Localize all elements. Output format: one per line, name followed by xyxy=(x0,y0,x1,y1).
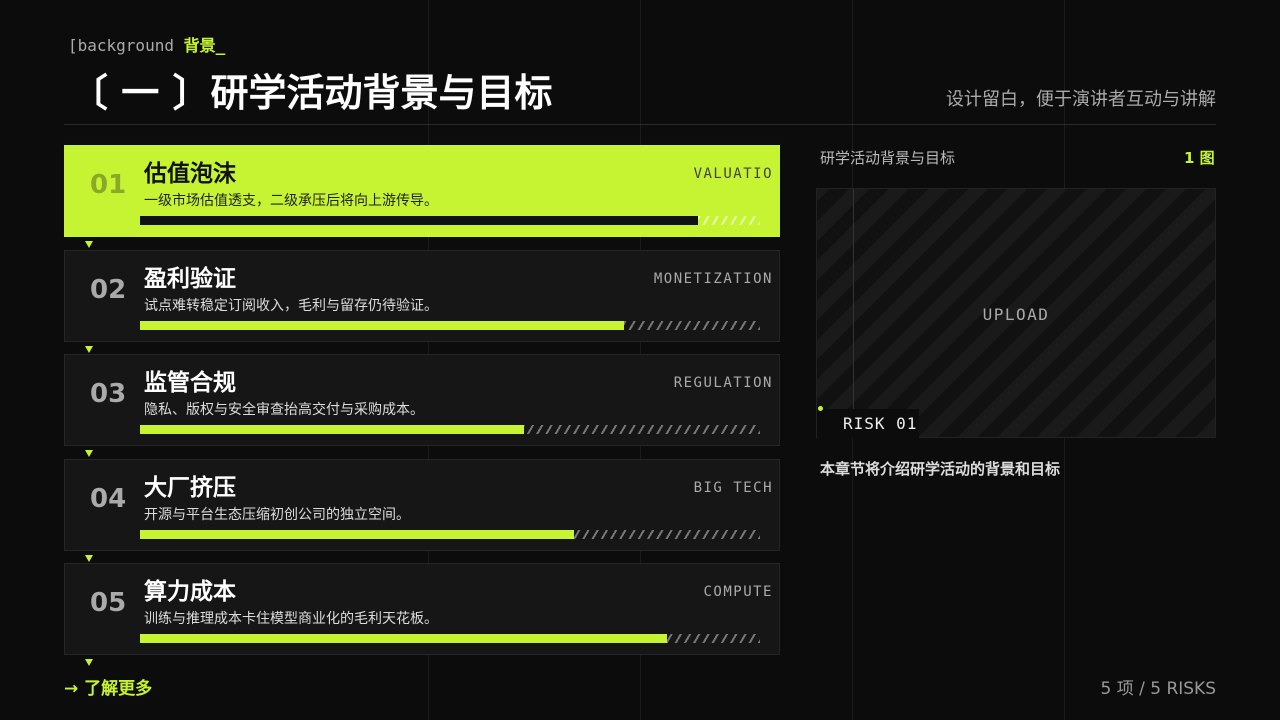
item-title: 算力成本 xyxy=(144,579,236,605)
progress-track xyxy=(140,425,760,434)
item-tag: COMPUTE xyxy=(703,584,773,600)
progress-track xyxy=(140,321,760,330)
more-link[interactable]: → 了解更多 xyxy=(64,679,153,699)
risk-card: 01 估值泡沫一级市场估值透支，二级承压后将向上游传导。 VALUATIO xyxy=(64,145,780,237)
progress-track xyxy=(140,216,760,225)
item-description: 隐私、版权与安全审查抬高交付与采购成本。 xyxy=(144,402,424,418)
progress-bar xyxy=(140,425,525,434)
progress-bar xyxy=(140,216,698,225)
item-description: 一级市场估值透支，二级承压后将向上游传导。 xyxy=(144,193,438,209)
item-tag: BIG TECH xyxy=(693,480,773,496)
item-number: 04 xyxy=(90,484,127,514)
item-title: 大厂挤压 xyxy=(144,475,236,501)
image-placeholder[interactable]: UPLOAD RISK 01 xyxy=(816,188,1216,438)
marker xyxy=(85,659,93,666)
item-tag: MONETIZATION xyxy=(653,271,773,287)
tag-accent: 背景_ xyxy=(183,36,226,55)
summary: 5 项 / 5 RISKS xyxy=(1100,679,1216,699)
risk-card: 04 大厂挤压开源与平台生态压缩初创公司的独立空间。 BIG TECH xyxy=(64,459,780,551)
item-number: 05 xyxy=(90,588,127,618)
progress-track xyxy=(140,634,760,643)
item-tag: REGULATION xyxy=(673,375,773,391)
badge: RISK 01 xyxy=(843,414,918,433)
panel-count: 1 图 xyxy=(1184,149,1215,167)
section-tag: [background 背景_ xyxy=(68,32,225,56)
marker xyxy=(85,346,93,353)
risk-card: 02 盈利验证试点难转稳定订阅收入，毛利与留存仍待验证。 MONETIZATION xyxy=(64,250,780,342)
header-note: 设计留白，便于演讲者互动与讲解 xyxy=(946,89,1216,110)
marker xyxy=(85,450,93,457)
guide-line xyxy=(853,189,854,437)
badge-dot xyxy=(818,406,823,411)
badge-box: RISK 01 xyxy=(817,406,919,438)
risk-card: 03 监管合规隐私、版权与安全审查抬高交付与采购成本。 REGULATION xyxy=(64,354,780,446)
item-title: 估值泡沫 xyxy=(144,161,236,187)
item-tag: VALUATIO xyxy=(693,166,773,182)
upload-label: UPLOAD xyxy=(982,305,1050,324)
marker xyxy=(85,241,93,248)
item-title: 盈利验证 xyxy=(144,266,236,292)
page-title: 〔 一 〕研学活动背景与目标 xyxy=(70,71,553,115)
progress-track xyxy=(140,530,760,539)
item-description: 开源与平台生态压缩初创公司的独立空间。 xyxy=(144,507,410,523)
progress-bar xyxy=(140,634,667,643)
item-description: 训练与推理成本卡住模型商业化的毛利天花板。 xyxy=(144,611,438,627)
item-title: 监管合规 xyxy=(144,370,236,396)
progress-bar xyxy=(140,321,624,330)
divider xyxy=(64,124,1216,125)
risk-card: 05 算力成本训练与推理成本卡住模型商业化的毛利天花板。 COMPUTE xyxy=(64,563,780,655)
panel-title: 研学活动背景与目标 xyxy=(820,149,956,167)
tag: [background xyxy=(68,36,174,55)
item-number: 01 xyxy=(90,170,127,200)
item-number: 02 xyxy=(90,275,127,305)
panel-caption: 本章节将介绍研学活动的背景和目标 xyxy=(820,460,1061,478)
progress-bar xyxy=(140,530,574,539)
item-description: 试点难转稳定订阅收入，毛利与留存仍待验证。 xyxy=(144,298,438,314)
marker xyxy=(85,555,93,562)
item-number: 03 xyxy=(90,379,127,409)
